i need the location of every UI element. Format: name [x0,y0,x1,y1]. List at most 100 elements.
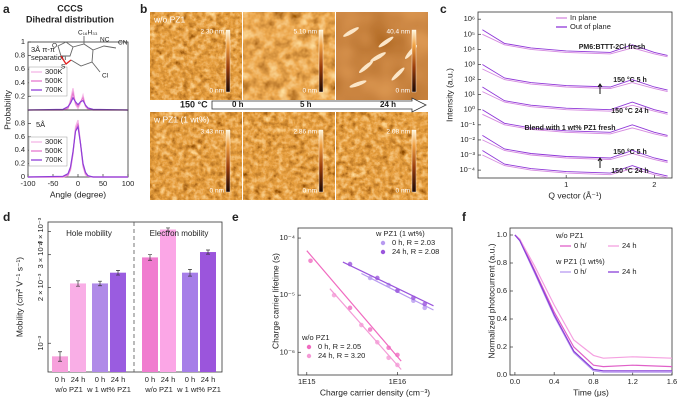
color-bar [411,129,417,193]
error-bar [116,270,120,276]
group-label: w/o PZ1 [54,385,83,394]
y-tick-label: 10⁻⁴ [459,165,475,174]
row-label: w/o PZ1 [153,14,185,24]
line [514,234,672,373]
fit-line [306,250,402,362]
molecule-label: NC [100,37,110,44]
curve [482,91,668,115]
y-tick-label: 10⁻⁴ [279,233,295,242]
temperature: 150 °C [180,99,208,109]
annotation: 3Å π-π [31,45,55,54]
time-label: 0 h [232,100,244,109]
legend-label: 500K [45,146,63,155]
error-bar [76,280,80,287]
x-tick-label: 0.8 [588,377,598,386]
y-tick-label: 0.2 [15,159,25,168]
bar [160,229,176,372]
error-bar [188,269,192,277]
x-tick-label: 0 h [145,375,155,384]
legend-marker [380,249,386,255]
y-axis-label: Mobility (cm² V⁻¹ s⁻¹) [14,257,24,337]
x-tick-label: 24 h [161,375,176,384]
y-tick-label: 10¹ [464,90,475,99]
title: CCCS [57,3,83,13]
legend-label: 24 h, R = 2.08 [392,247,439,256]
annotation: Blend with 1 wt% PZ1 fresh [524,125,615,132]
y-tick-label: 0.2 [497,342,507,351]
x-axis-label: Time (μs) [573,387,609,397]
x-tick-label: -100 [20,179,35,188]
point [375,275,380,281]
legend-label: 700K [45,155,63,164]
y-axis-label: Probability [2,89,12,129]
fit-line [342,261,434,307]
annotation: 150 °C 24 h [611,167,648,175]
y-tick-label: 0.0 [497,370,507,379]
y-tick-label: 10⁶ [464,14,475,23]
time-label: 24 h [380,100,396,109]
x-axis-label: Q vector (Å⁻¹) [548,190,601,200]
curve [482,86,668,114]
x-tick-label: 2 [652,180,656,189]
legend-label: Out of plane [570,22,611,31]
y-tick-label: 0.8 [497,258,507,267]
x-tick-label: 0 h [95,375,105,384]
legend-label: 0 h/ [574,267,587,276]
scale-max: 2.30 nm [201,29,225,36]
legend-label: 500K [45,76,63,85]
crystal [370,52,386,62]
y-tick-label: 10⁵ [464,29,475,38]
annotation: 5Å [36,120,45,129]
scale-max: 2.08 nm [387,129,411,136]
legend-label: 24 h [622,267,637,276]
x-tick-label: 1E16 [389,377,407,386]
y-tick-label: 10⁻⁶ [280,347,295,356]
y-tick-label: 10⁰ [464,105,475,114]
point [331,292,337,298]
curve [482,150,668,177]
legend-title: w PZ1 (1 wt%) [555,257,605,266]
error-bar [98,280,102,287]
error-bar [206,249,210,255]
point [395,288,400,293]
crystal [378,36,394,48]
annotation: PM6:BTTT-2Cl fresh [579,44,646,51]
curve [482,68,668,93]
legend-title: w PZ1 (1 wt%) [375,229,425,238]
molecule-label: O [52,43,57,50]
point [367,275,373,281]
bar [92,283,108,372]
time-label: 5 h [300,100,312,109]
x-tick-label: 1.6 [667,377,677,386]
legend-title: w/o PZ1 [301,333,330,342]
point [422,301,428,307]
y-tick-label: 10⁴ [463,44,475,53]
x-tick-label: 1E15 [298,377,316,386]
point [386,345,391,351]
curve [482,135,668,162]
error-bar [148,254,152,261]
bar [52,356,68,372]
legend-label: 0 h, R = 2.05 [318,342,361,351]
legend-label: 24 h [622,241,637,250]
bar [200,252,216,372]
x-tick-label: 50 [99,179,107,188]
y-axis-label: Intensity (a.u.) [444,68,454,122]
y-tick-label: 1.0 [497,230,507,239]
plot-frame [297,227,453,376]
line [27,124,128,178]
plot-frame [509,227,673,376]
point [359,322,364,328]
x-tick-label: 0 h [185,375,195,384]
bar [182,272,198,372]
x-tick-label: 0.0 [510,377,520,386]
color-bar [411,29,417,93]
y-tick-label: 10⁻² [460,135,475,144]
x-tick-label: 24 h [201,375,216,384]
curve [482,139,668,163]
y-tick-label: 0.4 [497,314,507,323]
x-tick-label: 24 h [111,375,126,384]
y-tick-label: 0.4 [15,78,25,87]
annotation: 150 °C 5 h [613,76,647,84]
y-tick-label: 10⁻¹ [460,120,475,129]
